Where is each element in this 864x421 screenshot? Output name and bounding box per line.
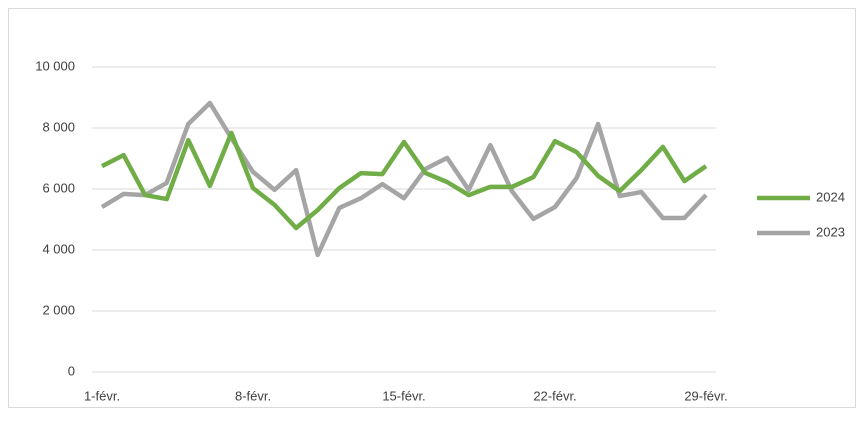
x-tick-label: 8-févr.: [235, 388, 271, 403]
series-line: [100, 130, 708, 231]
y-tick-label: 10 000: [35, 58, 75, 73]
y-tick-label: 4 000: [42, 241, 75, 256]
x-tick-label: 1-févr.: [84, 388, 120, 403]
y-tick-label: 0: [68, 363, 75, 378]
x-tick-label: 22-févr.: [533, 388, 576, 403]
series-line: [100, 100, 708, 258]
y-tick-label: 8 000: [42, 119, 75, 134]
legend-label: 2024: [816, 189, 845, 204]
legend-label: 2023: [816, 224, 845, 239]
y-tick-label: 6 000: [42, 180, 75, 195]
x-tick-label: 15-févr.: [382, 388, 425, 403]
y-tick-label: 2 000: [42, 302, 75, 317]
chart-border: [8, 8, 856, 408]
x-tick-label: 29-févr.: [684, 388, 727, 403]
